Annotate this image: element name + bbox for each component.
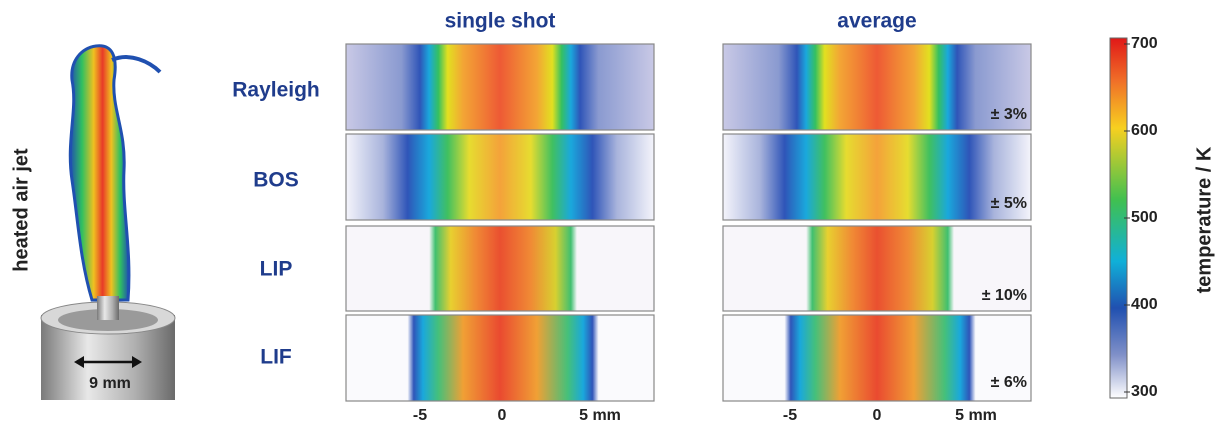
x-tick-label: 5 mm: [955, 407, 997, 424]
uncertainty-label: ± 5%: [991, 195, 1027, 212]
colorbar-label: temperature / K: [1193, 146, 1215, 293]
panel: [346, 44, 654, 130]
x-tick-label: -5: [783, 407, 797, 424]
jet-illustration: [41, 46, 175, 400]
row-label: LIF: [260, 346, 292, 369]
figure: heated air jet 9 mm single shot average …: [0, 0, 1222, 426]
x-tick-label: 0: [498, 407, 507, 424]
row-label: BOS: [253, 169, 299, 192]
uncertainty-label: ± 3%: [991, 106, 1027, 123]
colorbar-tick-label: 600: [1131, 122, 1158, 139]
uncertainty-label: ± 10%: [982, 287, 1027, 304]
panel: [723, 134, 1031, 220]
x-tick-label: 0: [873, 407, 882, 424]
x-tick-label: -5: [413, 407, 427, 424]
colorbar-tick-label: 500: [1131, 209, 1158, 226]
left-label: heated air jet: [10, 148, 32, 272]
panel: [723, 44, 1031, 130]
panels: [346, 44, 1031, 401]
row-label: LIP: [260, 258, 293, 281]
colorbar-tick-label: 400: [1131, 296, 1158, 313]
panel: [346, 226, 654, 311]
x-tick-label: 5 mm: [579, 407, 621, 424]
column-header: average: [837, 10, 916, 33]
uncertainty-label: ± 6%: [991, 374, 1027, 391]
panel: [346, 134, 654, 220]
colorbar-tick-label: 300: [1131, 383, 1158, 400]
nozzle-label: 9 mm: [89, 375, 131, 392]
panel: [723, 315, 1031, 401]
panel: [346, 315, 654, 401]
colorbar-tick-label: 700: [1131, 35, 1158, 52]
column-header: single shot: [445, 10, 556, 33]
row-label: Rayleigh: [232, 79, 320, 102]
